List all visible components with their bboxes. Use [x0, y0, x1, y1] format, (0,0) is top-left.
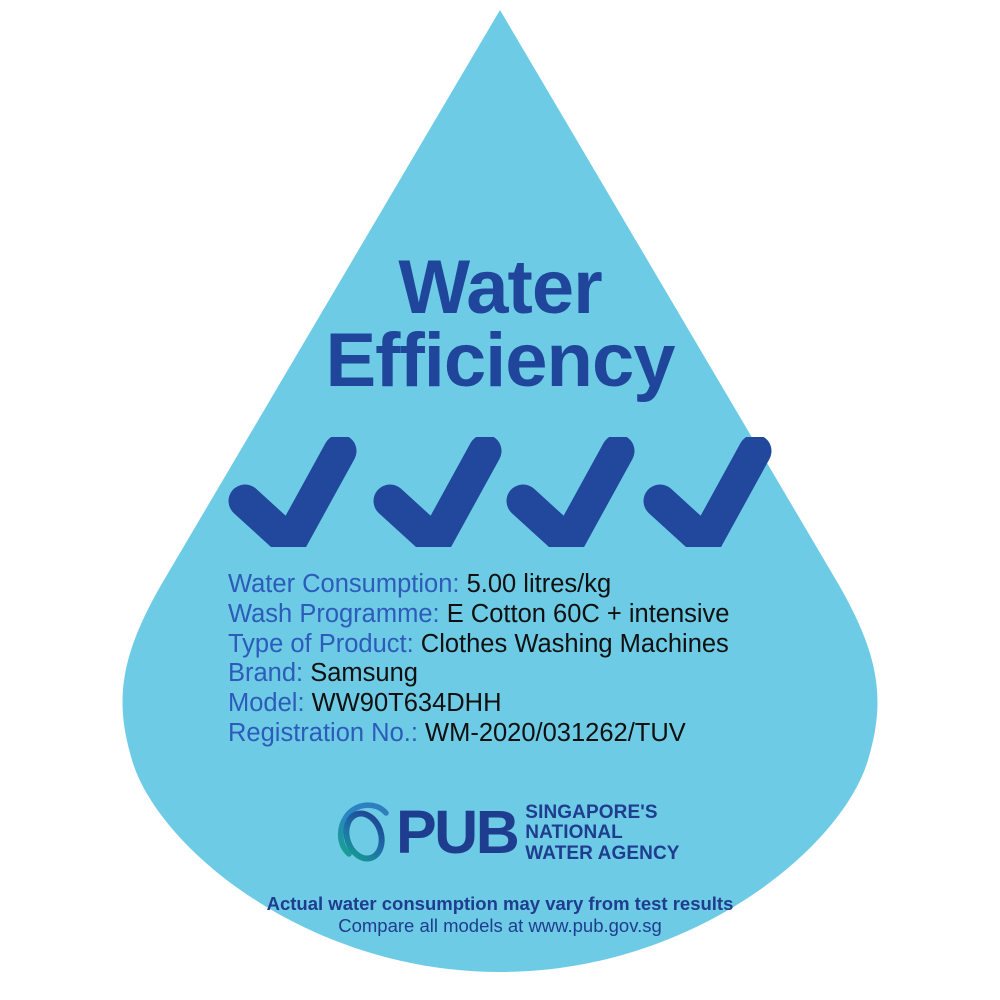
- spec-label: Model:: [228, 689, 305, 718]
- check-icon: [228, 437, 357, 547]
- spec-label: Registration No.:: [228, 718, 418, 747]
- footer-line-website: Compare all models at www.pub.gov.sg: [338, 915, 662, 936]
- footer-line-disclaimer: Actual water consumption may vary from t…: [266, 893, 734, 914]
- pub-tagline-line-3: WATER AGENCY: [525, 842, 680, 864]
- title-line-efficiency: Efficiency: [325, 317, 675, 403]
- spec-value: WM-2020/031262/TUV: [425, 718, 686, 747]
- spec-row-wash-programme: Wash Programme: E Cotton 60C + intensive: [228, 600, 868, 630]
- pub-tagline-line-2: NATIONAL: [525, 822, 623, 844]
- spec-row-water-consumption: Water Consumption: 5.00 litres/kg: [228, 570, 868, 600]
- check-icon: [643, 437, 772, 547]
- spec-value: 5.00 litres/kg: [466, 570, 612, 598]
- spec-row-registration-no: Registration No.: WM-2020/031262/TUV: [228, 719, 868, 749]
- spec-row-model: Model: WW90T634DHH: [228, 689, 868, 719]
- pub-tagline-line-1: SINGAPORE'S: [525, 801, 658, 823]
- spec-row-brand: Brand: Samsung: [228, 659, 868, 689]
- spec-value: E Cotton 60C + intensive: [446, 599, 730, 628]
- spec-label: Wash Programme:: [228, 599, 440, 628]
- spec-label: Brand:: [228, 659, 304, 688]
- spec-label: Type of Product:: [228, 629, 414, 658]
- footer-disclaimer: Actual water consumption may vary from t…: [0, 893, 1000, 937]
- spec-value: Samsung: [310, 659, 418, 688]
- spec-value: Clothes Washing Machines: [420, 629, 729, 658]
- pub-swirl-icon: [338, 802, 389, 862]
- pub-wordmark: PUB: [396, 797, 520, 866]
- pub-logo: PUB SINGAPORE'S NATIONAL WATER AGENCY: [336, 796, 686, 870]
- pub-tagline: SINGAPORE'S NATIONAL WATER AGENCY: [525, 801, 680, 865]
- title-line-water: Water: [398, 245, 602, 330]
- spec-label: Water Consumption:: [228, 570, 460, 598]
- check-icon: [506, 437, 635, 547]
- spec-value: WW90T634DHH: [311, 689, 502, 718]
- efficiency-rating-ticks: [228, 437, 772, 547]
- specification-list: Water Consumption: 5.00 litres/kg Wash P…: [228, 570, 868, 749]
- check-icon: [373, 437, 502, 547]
- page-title: Water Efficiency: [0, 245, 1000, 403]
- spec-row-type-of-product: Type of Product: Clothes Washing Machine…: [228, 630, 868, 660]
